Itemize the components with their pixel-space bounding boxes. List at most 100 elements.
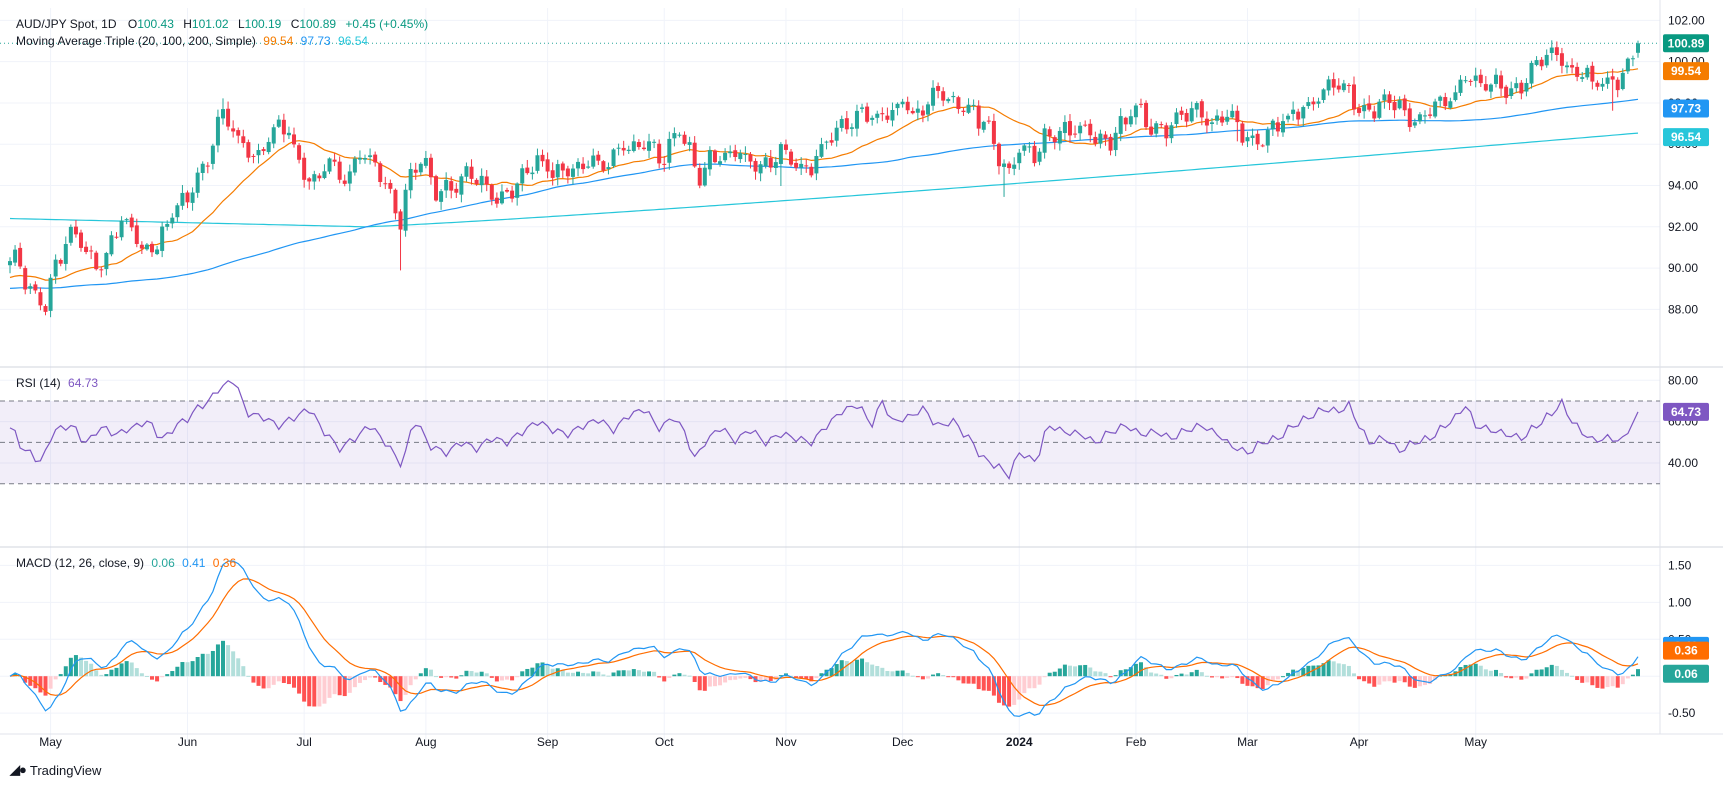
histogram-bar xyxy=(560,669,565,677)
tradingview-brand[interactable]: ◢● TradingView xyxy=(10,762,101,778)
candle xyxy=(48,274,53,318)
candle-body xyxy=(180,192,185,206)
candle xyxy=(1220,110,1225,127)
candle xyxy=(444,172,449,198)
macd-title[interactable]: MACD (12, 26, close, 9) xyxy=(16,556,145,570)
histogram-bar xyxy=(1098,671,1103,677)
histogram-bar xyxy=(1088,667,1093,677)
histogram-bar xyxy=(570,672,575,677)
candle-body xyxy=(748,154,753,162)
histogram-bar xyxy=(1514,676,1519,678)
candle xyxy=(641,140,646,151)
candle xyxy=(1590,61,1595,90)
candle xyxy=(104,251,109,276)
histogram-bar xyxy=(657,676,662,678)
histogram-bar xyxy=(586,673,591,677)
candle-body xyxy=(525,167,530,174)
candle xyxy=(510,185,515,203)
histogram-bar xyxy=(1362,676,1367,682)
histogram-bar xyxy=(23,676,28,683)
candle-body xyxy=(631,141,636,151)
histogram-bar xyxy=(895,670,900,677)
candle-body xyxy=(991,120,996,144)
signal-tag-bg xyxy=(1663,641,1709,660)
candle-body xyxy=(854,110,859,129)
candle-body xyxy=(1458,79,1463,93)
candle xyxy=(1138,98,1143,108)
candle xyxy=(8,257,12,274)
rsi-tag[interactable]: 64.73 xyxy=(1663,402,1709,421)
candle-body xyxy=(312,174,317,182)
histogram-bar xyxy=(1605,676,1610,688)
price-tick-label: 94.00 xyxy=(1668,179,1698,193)
histogram-bar xyxy=(1422,676,1427,686)
histogram-bar xyxy=(525,668,530,677)
candle xyxy=(1128,109,1133,128)
candle-body xyxy=(423,157,428,166)
histogram-bar xyxy=(1204,675,1209,677)
candle-body xyxy=(1575,66,1580,77)
candle-body xyxy=(1042,128,1047,153)
candle xyxy=(1605,71,1610,89)
histogram-bar xyxy=(459,675,464,677)
histogram-bar xyxy=(58,674,63,677)
candle-body xyxy=(464,166,469,177)
candle-body xyxy=(1478,74,1483,84)
histogram-bar xyxy=(307,676,312,707)
candle-body xyxy=(865,106,870,122)
candle-body xyxy=(292,134,297,145)
candle xyxy=(484,170,489,192)
candle-body xyxy=(1118,116,1123,134)
candle-body xyxy=(1549,47,1554,54)
candle-body xyxy=(1108,136,1113,151)
candle xyxy=(1422,110,1427,124)
candle xyxy=(1428,107,1433,119)
candle-body xyxy=(981,121,986,130)
candle xyxy=(809,163,814,178)
candle-body xyxy=(1438,96,1443,101)
candle xyxy=(378,161,383,188)
candle-body xyxy=(281,119,286,135)
candle-body xyxy=(368,155,373,157)
signal-tag[interactable]: 0.36 xyxy=(1663,641,1709,660)
candle xyxy=(1088,119,1093,143)
histogram-bar xyxy=(393,676,398,695)
candle xyxy=(748,151,753,169)
histogram-bar xyxy=(484,673,489,677)
macd-tick-label: 1.00 xyxy=(1668,595,1692,609)
histogram-tag[interactable]: 0.06 xyxy=(1663,664,1709,683)
histogram-bar xyxy=(596,671,601,677)
histogram-bar xyxy=(981,676,986,691)
histogram-bar xyxy=(662,676,667,682)
histogram-bar xyxy=(991,676,996,696)
candle xyxy=(1524,78,1529,97)
last-price-tag[interactable]: 100.89 xyxy=(1663,34,1709,53)
histogram-bar xyxy=(1534,669,1539,677)
candle xyxy=(1209,117,1214,132)
histogram-bar xyxy=(819,673,824,677)
histogram-bar xyxy=(1620,676,1625,685)
candle-body xyxy=(1296,111,1301,120)
symbol-title[interactable]: AUD/JPY Spot, 1D xyxy=(16,17,117,31)
candle xyxy=(38,287,43,311)
ma200-tag[interactable]: 96.54 xyxy=(1663,128,1709,147)
candle-body xyxy=(758,164,763,174)
histogram-bar xyxy=(469,671,474,677)
tradingview-logo-icon: ◢● xyxy=(10,762,27,777)
histogram-bar xyxy=(956,676,961,681)
histogram-bar xyxy=(1326,660,1331,677)
histogram-bar xyxy=(915,676,920,678)
candle xyxy=(667,131,672,170)
candle xyxy=(1504,84,1509,105)
ma-legend: Moving Average Triple (20, 100, 200, Sim… xyxy=(16,34,372,48)
ma100-tag[interactable]: 97.73 xyxy=(1663,99,1709,118)
histogram-bar xyxy=(155,676,160,682)
histogram-bar xyxy=(854,659,859,677)
candle xyxy=(1549,40,1554,61)
ma20-tag[interactable]: 99.54 xyxy=(1663,62,1709,81)
histogram-bar xyxy=(606,675,611,677)
ma-title[interactable]: Moving Average Triple (20, 100, 200, Sim… xyxy=(16,34,256,48)
rsi-title[interactable]: RSI (14) xyxy=(16,376,61,390)
candle xyxy=(1615,77,1620,98)
